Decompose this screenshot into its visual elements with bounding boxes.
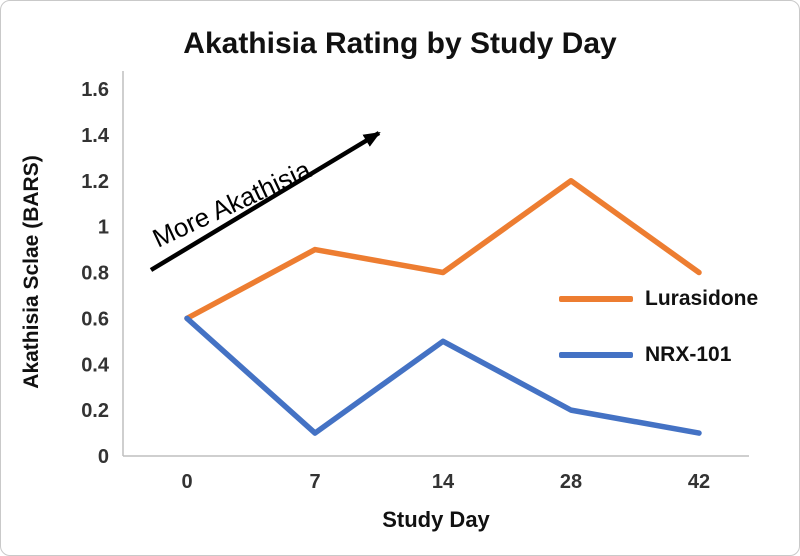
y-tick-label: 1.2: [81, 171, 109, 193]
series-line-nrx-101: [184, 315, 702, 436]
legend-label-nrx-101: NRX-101: [645, 343, 732, 366]
chart-title: Akathisia Rating by Study Day: [183, 27, 617, 60]
legend-label-lurasidone: Lurasidone: [645, 287, 759, 310]
annotation-arrow: More Akathisia: [148, 131, 381, 272]
y-tick-label: 0: [98, 446, 109, 468]
x-tick-label: 28: [560, 471, 582, 493]
chart-legend: Lurasidone NRX-101: [559, 284, 758, 370]
y-tick-label: 0.8: [81, 263, 109, 285]
x-tick-label: 42: [688, 471, 710, 493]
y-tick-label: 0.6: [81, 308, 109, 330]
y-tick-label: 0.2: [81, 400, 109, 422]
y-tick-label: 1.4: [81, 125, 110, 147]
legend-item-lurasidone: Lurasidone: [559, 284, 758, 314]
x-axis-label: Study Day: [382, 507, 490, 532]
x-tick-label: 0: [181, 471, 192, 493]
legend-item-nrx-101: NRX-101: [559, 340, 758, 370]
annotation-arrow-line: [149, 131, 381, 272]
legend-swatch-lurasidone: [559, 296, 633, 302]
y-tick-label: 0.4: [81, 354, 110, 376]
legend-swatch-nrx-101: [559, 352, 633, 358]
x-tick-label: 14: [432, 471, 455, 493]
y-tick-label: 1: [98, 217, 109, 239]
x-tick-label: 7: [309, 471, 320, 493]
y-tick-label: 1.6: [81, 79, 109, 101]
series-line-lurasidone: [184, 178, 702, 322]
annotation-text: More Akathisia: [148, 154, 316, 253]
